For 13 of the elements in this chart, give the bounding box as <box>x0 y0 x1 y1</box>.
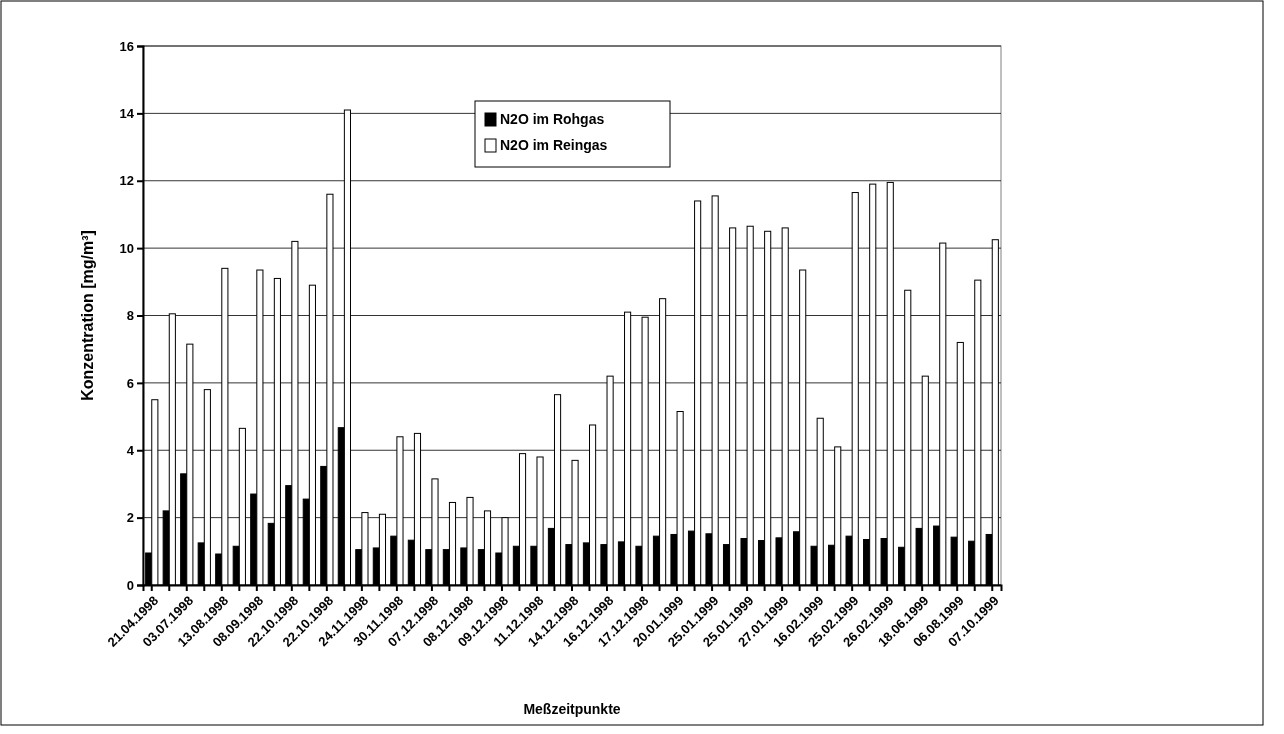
x-axis-title: Meßzeitpunkte <box>523 701 621 717</box>
y-tick-label: 2 <box>126 510 134 526</box>
y-tick-label: 6 <box>126 375 134 391</box>
y-tick-label: 4 <box>126 442 135 458</box>
legend-label: N2O im Reingas <box>500 137 608 153</box>
y-axis-title: Konzentration [mg/m³] <box>79 230 96 401</box>
y-tick-label: 8 <box>126 308 134 324</box>
y-tick-label: 16 <box>119 38 134 54</box>
y-tick-label: 0 <box>126 577 134 593</box>
legend-label: N2O im Rohgas <box>500 111 605 127</box>
y-tick-label: 12 <box>119 173 134 189</box>
y-tick-label: 14 <box>119 106 135 122</box>
y-tick-label: 10 <box>119 240 134 256</box>
